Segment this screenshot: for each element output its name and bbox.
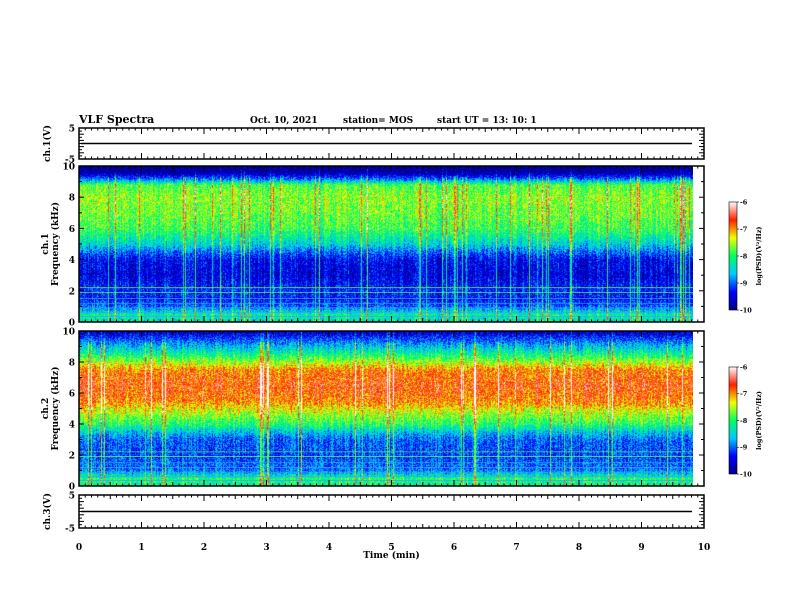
y-tick-label: -5 <box>65 525 75 535</box>
x-tick-label: 8 <box>576 543 582 553</box>
ch1-spectrogram-raster <box>79 166 693 322</box>
colorbar-tick-label: -8 <box>740 252 748 260</box>
y-axis-label: ch.1 <box>41 233 51 254</box>
date-label: Oct. 10, 2021 <box>250 116 318 126</box>
y-tick-label: 4 <box>69 421 75 431</box>
y-tick-label: 10 <box>62 328 75 338</box>
colorbar-tick-label: -7 <box>740 225 747 233</box>
y-tick-label: 0 <box>69 319 75 329</box>
y-axis-label: Frequency (kHz) <box>50 202 61 286</box>
y-tick-label: 6 <box>69 225 75 235</box>
y-tick-label: 2 <box>69 452 75 462</box>
figure-title: VLF Spectra <box>78 113 154 126</box>
y-tick-label: 10 <box>62 163 75 173</box>
y-tick-label: 2 <box>69 287 75 297</box>
y-tick-label: 8 <box>69 359 75 369</box>
colorbar-label: log(PSD)(V²/Hz) <box>755 227 763 286</box>
ch2-spectrogram-no-data-region <box>693 331 704 486</box>
y-axis-label: ch.2 <box>41 398 51 419</box>
x-tick-label: 9 <box>638 543 644 553</box>
axis-ticks <box>78 127 705 529</box>
x-tick-label: 7 <box>513 543 519 553</box>
colorbars: -6 -7 -8 -9 -10 log(PSD)(V²/Hz) -6 -7 -8 -9 -10 log… <box>728 198 763 478</box>
ch2-spectrogram-image <box>79 331 704 486</box>
x-tick-label: 0 <box>76 543 82 553</box>
ch1-spectrogram-no-data-region <box>693 166 704 322</box>
x-tick-label: 2 <box>201 543 207 553</box>
start-time-label: start UT = 13: 10: 1 <box>437 116 537 126</box>
colorbar-tick-label: -9 <box>740 279 748 287</box>
x-tick-label: 10 <box>698 543 711 553</box>
station-label: station= MOS <box>343 116 413 126</box>
x-tick-label: 6 <box>451 543 457 553</box>
ch1-spectrogram-image <box>79 166 704 322</box>
x-tick-label: 4 <box>326 543 332 553</box>
x-tick-label: 3 <box>263 543 269 553</box>
colorbar-tick-label: -7 <box>740 390 747 398</box>
x-tick-label: 5 <box>388 543 394 553</box>
colorbar-tick-label: -9 <box>740 444 748 452</box>
y-tick-label: 6 <box>69 390 75 400</box>
ch2-spectrogram-colorbar <box>728 366 738 475</box>
y-tick-label: 5 <box>69 492 75 502</box>
colorbar-tick-label: -6 <box>740 198 748 206</box>
x-axis-label: Time (min) <box>363 550 420 561</box>
y-tick-label: -5 <box>65 156 75 166</box>
y-tick-label: 4 <box>69 256 75 266</box>
colorbar-tick-label: -10 <box>740 470 752 478</box>
colorbar-tick-label: -10 <box>740 306 752 314</box>
x-tick-label: 1 <box>138 543 144 553</box>
ch1-spectrogram-colorbar <box>728 201 738 311</box>
y-axis-label: ch.1(V) <box>42 125 53 162</box>
colorbar-label: log(PSD)(V²/Hz) <box>755 391 763 450</box>
ch2-spectrogram-raster <box>79 331 693 486</box>
y-tick-label: 0 <box>69 483 75 493</box>
y-axis-label: ch.3(V) <box>42 493 53 530</box>
colorbar-tick-label: -8 <box>740 417 748 425</box>
colorbar-tick-label: -6 <box>740 363 748 371</box>
y-tick-label: 5 <box>69 125 75 135</box>
y-axis-label: Frequency (kHz) <box>50 366 61 450</box>
y-tick-label: 8 <box>69 194 75 204</box>
